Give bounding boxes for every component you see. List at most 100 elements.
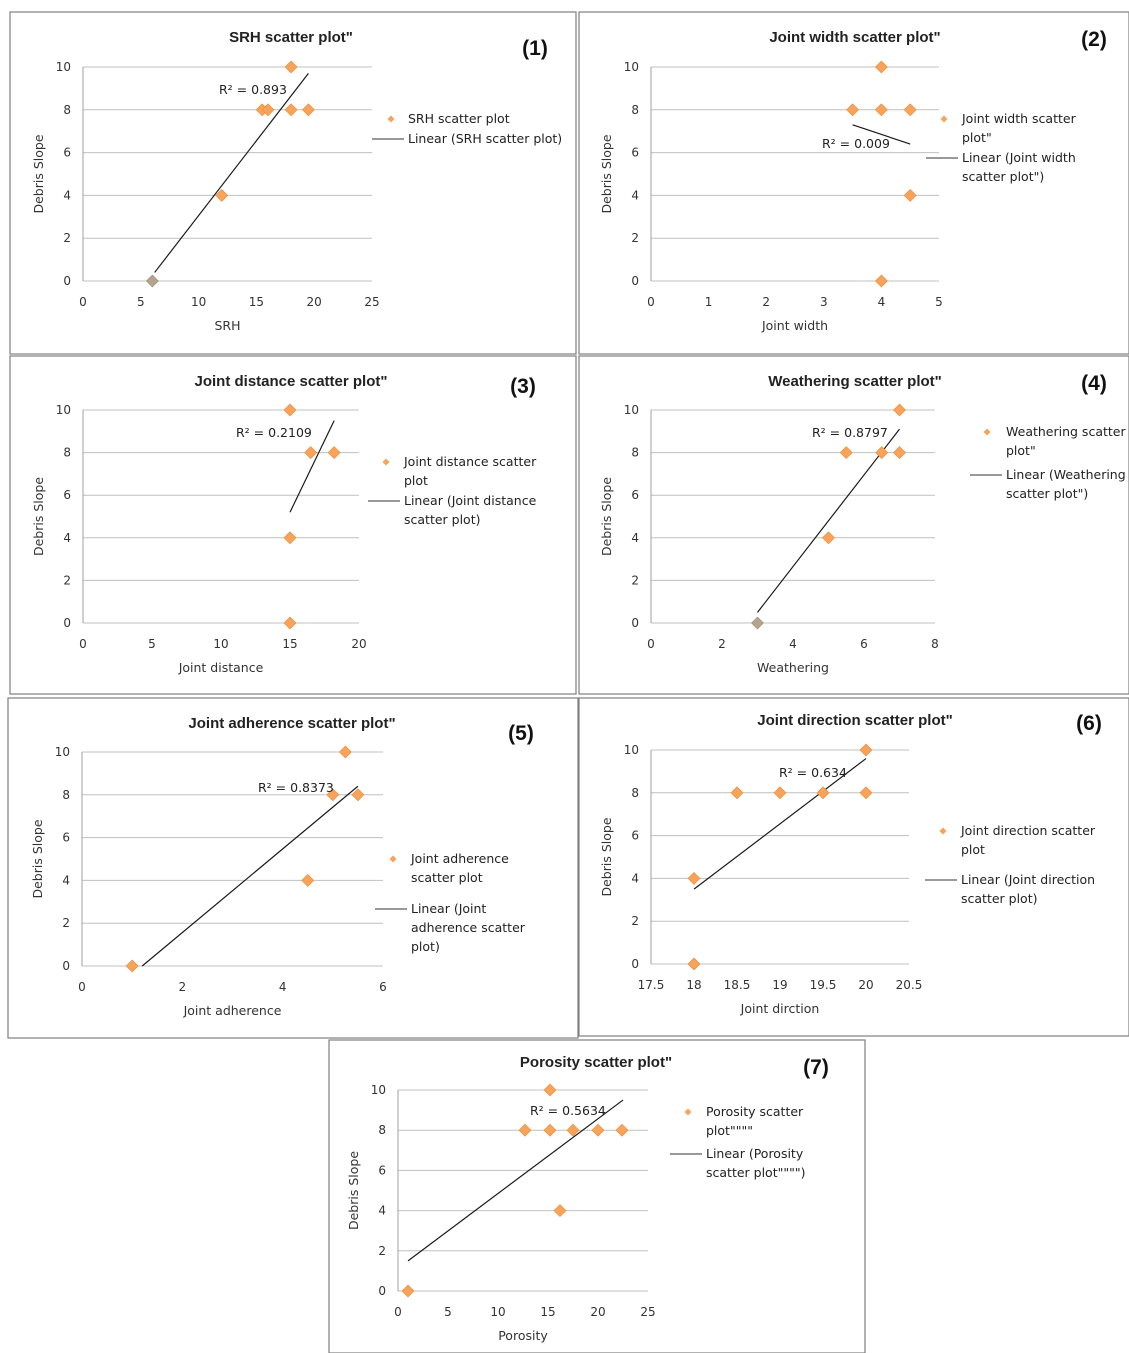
y-tick-label: 4 xyxy=(378,1204,386,1218)
chart-title: Joint width scatter plot" xyxy=(769,29,940,46)
panel-number: (3) xyxy=(510,375,536,398)
y-tick-label: 0 xyxy=(63,616,71,630)
x-tick-label: 5 xyxy=(137,295,145,309)
y-tick-label: 8 xyxy=(631,446,639,460)
y-tick-label: 2 xyxy=(62,916,70,930)
x-tick-label: 20.5 xyxy=(896,978,923,992)
legend-entry-points: SRH scatter plot xyxy=(408,111,510,126)
x-tick-label: 25 xyxy=(364,295,379,309)
x-tick-label: 10 xyxy=(490,1305,505,1319)
chart-panel-7: 0 2 4 6 8 10 0 5 10 15 20 25 Porosity Debris Slope Por… xyxy=(329,1040,865,1353)
chart-panel-6: 0 2 4 6 8 10 17.5 18 18.5 19 19.5 20 20.5 Joint dirct… xyxy=(579,698,1129,1036)
panel-number: (1) xyxy=(522,37,548,60)
r-squared-label: R² = 0.2109 xyxy=(236,425,312,440)
x-tick-label: 15 xyxy=(249,295,264,309)
y-tick-label: 10 xyxy=(624,743,639,757)
y-tick-label: 0 xyxy=(631,957,639,971)
panel-border xyxy=(8,698,578,1038)
y-tick-label: 4 xyxy=(63,188,71,202)
legend-entry-linear: Linear (SRH scatter plot) xyxy=(408,131,562,146)
r-squared-label: R² = 0.634 xyxy=(779,765,847,780)
r-squared-label: R² = 0.893 xyxy=(219,82,287,97)
chart-panel-2: 02468100 1 2 3 4 5Joint widthDebris SlopeJoin… xyxy=(579,12,1129,354)
y-tick-label: 2 xyxy=(631,573,639,587)
panel-number: (2) xyxy=(1081,28,1107,51)
y-axis-label: Debris Slope xyxy=(31,134,46,213)
chart-title: Weathering scatter plot" xyxy=(768,373,942,390)
x-tick-label: 0 xyxy=(647,295,655,309)
x-tick-label: 2 xyxy=(179,980,187,994)
y-tick-label: 8 xyxy=(63,103,71,117)
x-axis-label: Joint adherence xyxy=(183,1003,282,1018)
y-tick-label: 8 xyxy=(631,786,639,800)
y-tick-label: 2 xyxy=(378,1244,386,1258)
x-tick-label: 20 xyxy=(351,637,366,651)
x-tick-label: 8 xyxy=(931,637,939,651)
y-tick-label: 4 xyxy=(631,871,639,885)
y-tick-label: 4 xyxy=(631,188,639,202)
y-tick-label: 4 xyxy=(62,873,70,887)
y-tick-label: 0 xyxy=(63,274,71,288)
chart-panel-4: 02468100 2 4 6 8WeatheringDebris SlopeWeathe… xyxy=(579,356,1129,694)
chart-title: Porosity scatter plot" xyxy=(520,1054,672,1071)
y-tick-label: 10 xyxy=(371,1083,386,1097)
x-tick-label: 0 xyxy=(79,295,87,309)
y-axis-label: Debris Slope xyxy=(599,477,614,556)
x-tick-label: 0 xyxy=(79,637,87,651)
panel-number: (5) xyxy=(508,722,534,745)
r-squared-label: R² = 0.5634 xyxy=(530,1103,606,1118)
chart-panel-5: 02468100 2 4 6Joint adherenceDebris SlopeJo… xyxy=(8,698,578,1038)
y-tick-label: 0 xyxy=(631,274,639,288)
y-tick-label: 6 xyxy=(631,146,639,160)
chart-panel-1: 02468100 5 10 15 20 25SRHDebris SlopeSRH scat… xyxy=(10,12,576,354)
chart-title: Joint direction scatter plot" xyxy=(757,712,952,729)
x-tick-label: 5 xyxy=(935,295,943,309)
y-tick-label: 2 xyxy=(63,573,71,587)
y-tick-label: 6 xyxy=(63,146,71,160)
y-tick-label: 4 xyxy=(63,531,71,545)
y-tick-label: 2 xyxy=(631,231,639,245)
x-axis-label: Joint dirction xyxy=(740,1001,820,1016)
y-tick-label: 10 xyxy=(624,403,639,417)
x-tick-label: 3 xyxy=(820,295,828,309)
x-tick-label: 2 xyxy=(718,637,726,651)
x-tick-label: 5 xyxy=(444,1305,452,1319)
chart-title: SRH scatter plot" xyxy=(229,29,353,46)
chart-panel-3: 02468100 5 10 15 20Joint distanceDebris Slop… xyxy=(10,356,576,694)
x-axis-label: Porosity xyxy=(498,1328,548,1343)
x-tick-label: 15 xyxy=(282,637,297,651)
x-tick-label: 4 xyxy=(878,295,886,309)
x-tick-label: 20 xyxy=(858,978,873,992)
y-tick-label: 6 xyxy=(631,829,639,843)
x-tick-label: 6 xyxy=(379,980,387,994)
x-tick-label: 0 xyxy=(647,637,655,651)
y-tick-label: 6 xyxy=(378,1163,386,1177)
y-axis-label: Debris Slope xyxy=(599,817,614,896)
x-tick-label: 1 xyxy=(705,295,713,309)
y-tick-label: 0 xyxy=(62,959,70,973)
panel-number: (4) xyxy=(1081,372,1107,395)
chart-title: Joint distance scatter plot" xyxy=(195,373,388,390)
y-tick-label: 6 xyxy=(63,488,71,502)
y-axis-label: Debris Slope xyxy=(31,477,46,556)
y-tick-label: 0 xyxy=(631,616,639,630)
r-squared-label: R² = 0.009 xyxy=(822,136,890,151)
y-axis-label: Debris Slope xyxy=(346,1151,361,1230)
y-tick-label: 10 xyxy=(55,745,70,759)
r-squared-label: R² = 0.8373 xyxy=(258,780,334,795)
x-tick-label: 2 xyxy=(762,295,770,309)
x-tick-label: 0 xyxy=(394,1305,402,1319)
y-tick-label: 10 xyxy=(56,60,71,74)
panel-number: (7) xyxy=(803,1056,829,1079)
x-tick-label: 6 xyxy=(860,637,868,651)
chart-title: Joint adherence scatter plot" xyxy=(188,715,395,732)
x-axis-label: Weathering xyxy=(757,660,829,675)
y-tick-label: 8 xyxy=(62,788,70,802)
panel-border xyxy=(579,356,1129,694)
y-tick-label: 6 xyxy=(631,488,639,502)
y-tick-label: 10 xyxy=(56,403,71,417)
y-tick-label: 8 xyxy=(631,103,639,117)
x-axis-label: Joint distance xyxy=(178,660,264,675)
y-tick-label: 6 xyxy=(62,831,70,845)
